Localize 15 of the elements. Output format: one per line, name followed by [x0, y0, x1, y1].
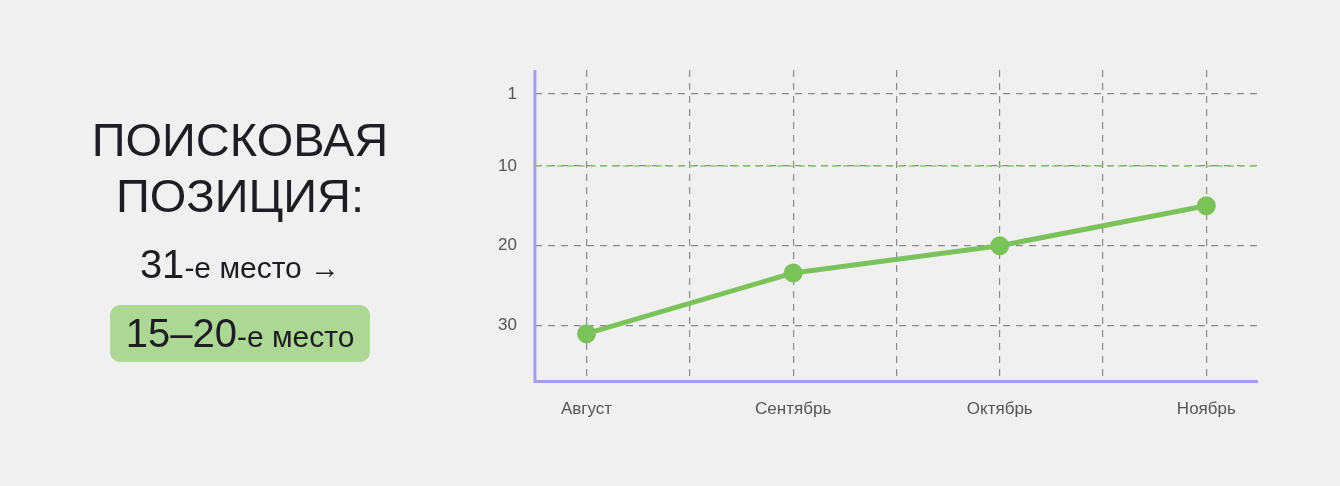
x-tick-label: Октябрь: [966, 399, 1033, 419]
x-tick-label: Ноябрь: [1176, 399, 1236, 419]
point: [577, 324, 597, 344]
point: [783, 263, 803, 283]
y-tick-label: 10: [497, 155, 517, 175]
text: ПОИСКОВАЯ ПОЗИЦИЯ:: [90, 112, 390, 224]
y-tick-label: 30: [497, 315, 517, 335]
y-tick-label: 1: [507, 83, 517, 103]
text: 15–20-е место: [109, 305, 371, 362]
y-tick-label: 20: [497, 235, 517, 255]
x-tick-label: Сентябрь: [755, 399, 832, 419]
x-tick-label: Август: [560, 399, 613, 419]
text: 31-е место →: [138, 241, 342, 288]
point: [990, 236, 1010, 256]
point: [1196, 196, 1216, 216]
